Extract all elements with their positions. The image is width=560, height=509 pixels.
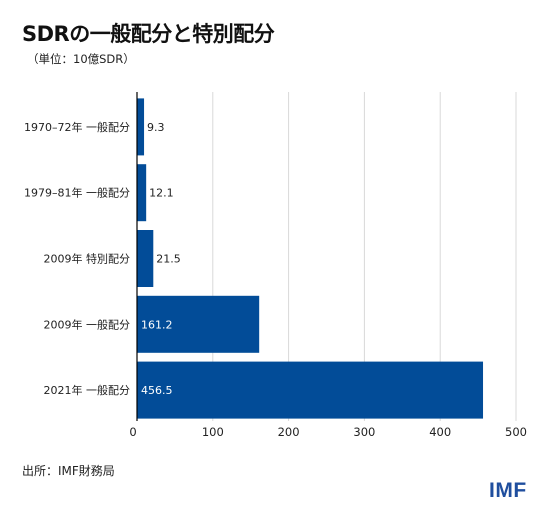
bar: [137, 361, 484, 419]
data-label: 161.2: [141, 318, 173, 331]
x-tick-label: 0: [129, 425, 136, 439]
category-label: 1970–72年 一般配分: [24, 120, 130, 134]
x-tick-label: 100: [202, 425, 224, 439]
x-tick-label: 500: [505, 425, 527, 439]
bar: [137, 98, 145, 156]
data-label: 21.5: [156, 253, 181, 266]
x-tick-label: 300: [353, 425, 375, 439]
data-label: 12.1: [149, 187, 174, 200]
source-note: 出所：IMF財務局: [22, 464, 115, 478]
category-label: 2009年 一般配分: [44, 317, 131, 331]
chart-subtitle: （単位：10億SDR）: [27, 52, 135, 66]
chart-title: SDRの一般配分と特別配分: [22, 22, 275, 46]
category-label: 2009年 特別配分: [44, 252, 131, 266]
imf-logo: IMF: [489, 479, 527, 502]
x-tick-label: 400: [429, 425, 451, 439]
bar: [137, 295, 260, 353]
bar: [137, 230, 154, 287]
category-label: 1979–81年 一般配分: [24, 186, 130, 200]
data-label: 9.3: [147, 121, 165, 134]
category-label: 2021年 一般配分: [44, 383, 131, 397]
data-label: 456.5: [141, 384, 173, 397]
bar: [137, 164, 147, 222]
x-tick-label: 200: [278, 425, 300, 439]
